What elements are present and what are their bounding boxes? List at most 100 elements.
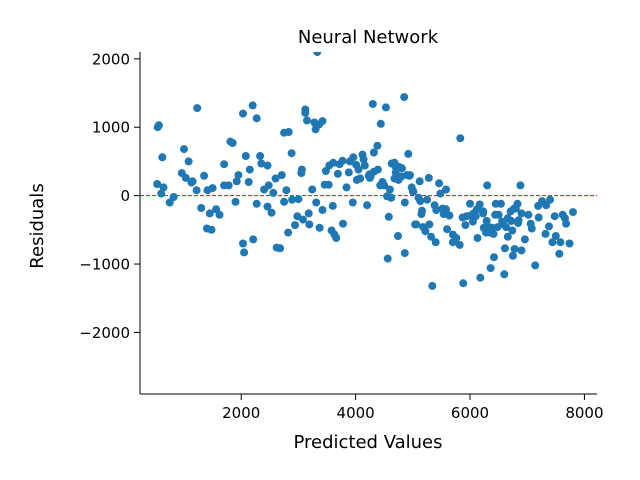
data-point [473,234,482,242]
data-point [381,103,390,112]
data-point [244,178,253,186]
data-point [256,152,265,160]
data-point [461,221,470,230]
x-axis-ticks: 2000 4000 6000 8000 [222,394,604,422]
data-point [534,201,543,210]
data-point [215,210,224,219]
data-point [318,117,327,126]
data-point [565,239,574,248]
data-point [192,186,201,195]
data-point [263,202,272,211]
data-point [239,239,247,248]
data-point [443,225,452,234]
data-point [363,201,372,210]
data-point [490,253,498,262]
data-point [428,281,437,290]
data-point [551,232,560,240]
data-point [455,240,464,249]
data-point [264,181,273,190]
x-tick-label: 2000 [222,404,260,422]
data-point [482,216,491,225]
data-point [312,198,321,207]
y-tick-label: 1000 [92,119,130,137]
data-point [400,93,409,102]
data-point [348,198,357,207]
data-point [475,200,484,209]
data-point [491,199,500,208]
data-point [398,164,406,173]
data-point [376,181,385,190]
data-point [200,171,209,180]
data-point [546,195,555,204]
data-point [510,245,519,253]
data-point [338,156,347,165]
data-point [294,195,303,204]
data-point [419,223,428,232]
data-point [548,238,557,247]
data-point [373,141,382,150]
data-point [466,199,474,208]
data-point [184,157,193,166]
data-point [534,213,543,222]
data-point [542,201,551,210]
data-point [448,238,457,247]
data-point [241,152,250,160]
data-point [458,213,467,222]
y-tick-label: 0 [120,187,130,205]
data-point [459,279,468,288]
data-point [541,229,550,238]
data-point [287,149,296,158]
data-point [431,238,440,247]
data-point [545,222,553,231]
y-tick-label: 2000 [92,50,130,68]
data-point [500,270,509,279]
data-point [181,173,190,182]
data-point [153,180,162,188]
data-point [491,210,500,219]
data-point [442,205,450,214]
data-point [404,149,413,158]
data-point [561,214,569,223]
data-point [400,198,409,207]
data-point [486,228,494,237]
data-point [231,197,240,206]
data-point [245,165,254,174]
data-point [327,226,336,235]
data-point [550,212,559,221]
data-point [252,114,261,123]
data-point [329,158,338,167]
data-point [169,193,178,201]
data-point [500,244,509,253]
data-point [301,108,310,117]
data-point [232,177,241,186]
data-point [390,174,399,183]
data-point [476,273,485,282]
data-point [365,173,374,182]
data-point [517,209,526,218]
data-point [520,235,529,244]
data-point [197,204,206,212]
y-tick-label: −1000 [79,256,130,274]
data-point [358,150,367,159]
data-point [328,201,337,210]
data-point [282,186,291,195]
data-point [304,209,313,218]
data-point [468,217,477,226]
data-point [249,235,258,244]
data-point [424,173,433,182]
data-point [187,178,196,187]
data-point [466,211,475,220]
data-point [569,208,577,217]
data-point [400,249,409,258]
data-point [248,101,257,110]
data-point [531,261,540,270]
data-point [234,171,243,180]
data-point [352,160,361,169]
data-point [310,118,319,127]
data-point [408,187,417,196]
data-point [387,159,396,168]
data-point [516,181,525,190]
data-point [385,185,394,194]
